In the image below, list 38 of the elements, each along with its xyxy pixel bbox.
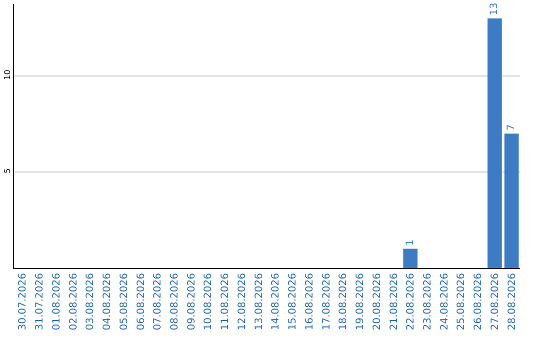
x-tick-label: 19.08.2026 [355, 273, 366, 330]
data-label: 7 [506, 124, 518, 131]
x-tick-label: 02.08.2026 [68, 273, 80, 330]
x-tick-label: 28.08.2026 [506, 273, 518, 330]
x-tick-label: 05.08.2026 [118, 273, 130, 330]
y-tick-label: 5 [2, 168, 12, 174]
x-tick-label: 22.08.2026 [406, 273, 417, 330]
x-tick-label: 13.08.2026 [254, 273, 265, 330]
x-tick-label: 01.08.2026 [51, 273, 62, 330]
x-tick-label: 14.08.2026 [270, 273, 282, 330]
bar [504, 134, 519, 268]
x-tick-label: 08.08.2026 [169, 273, 180, 330]
x-tick-label: 17.08.2026 [321, 273, 332, 330]
x-tick-label: 04.08.2026 [102, 273, 114, 330]
x-tick-label: 21.08.2026 [388, 273, 400, 330]
x-tick-label: 18.08.2026 [338, 273, 350, 330]
x-tick-label: 06.08.2026 [136, 273, 147, 330]
x-tick-label: 11.08.2026 [220, 273, 232, 330]
x-tick-label: 26.08.2026 [473, 273, 484, 330]
data-label: 1 [404, 239, 416, 246]
x-tick-label: 03.08.2026 [85, 273, 96, 330]
x-tick-label: 25.08.2026 [456, 273, 468, 330]
x-tick-label: 10.08.2026 [203, 273, 214, 330]
bar [403, 248, 418, 268]
x-tick-label: 30.07.2026 [18, 273, 29, 330]
data-label: 13 [489, 2, 500, 16]
x-tick-label: 16.08.2026 [304, 273, 316, 330]
bar [488, 18, 502, 268]
x-tick-label: 27.08.2026 [490, 273, 501, 330]
x-tick-label: 07.08.2026 [152, 273, 164, 330]
x-tick-label: 31.07.2026 [34, 273, 46, 330]
y-tick-label: 10 [2, 70, 12, 80]
x-tick-label: 24.08.2026 [439, 273, 450, 330]
x-tick-label: 12.08.2026 [236, 273, 248, 330]
x-tick-label: 23.08.2026 [422, 273, 434, 330]
x-tick-label: 15.08.2026 [288, 273, 299, 330]
x-tick-label: 09.08.2026 [186, 273, 198, 330]
x-tick-label: 20.08.2026 [372, 273, 383, 330]
